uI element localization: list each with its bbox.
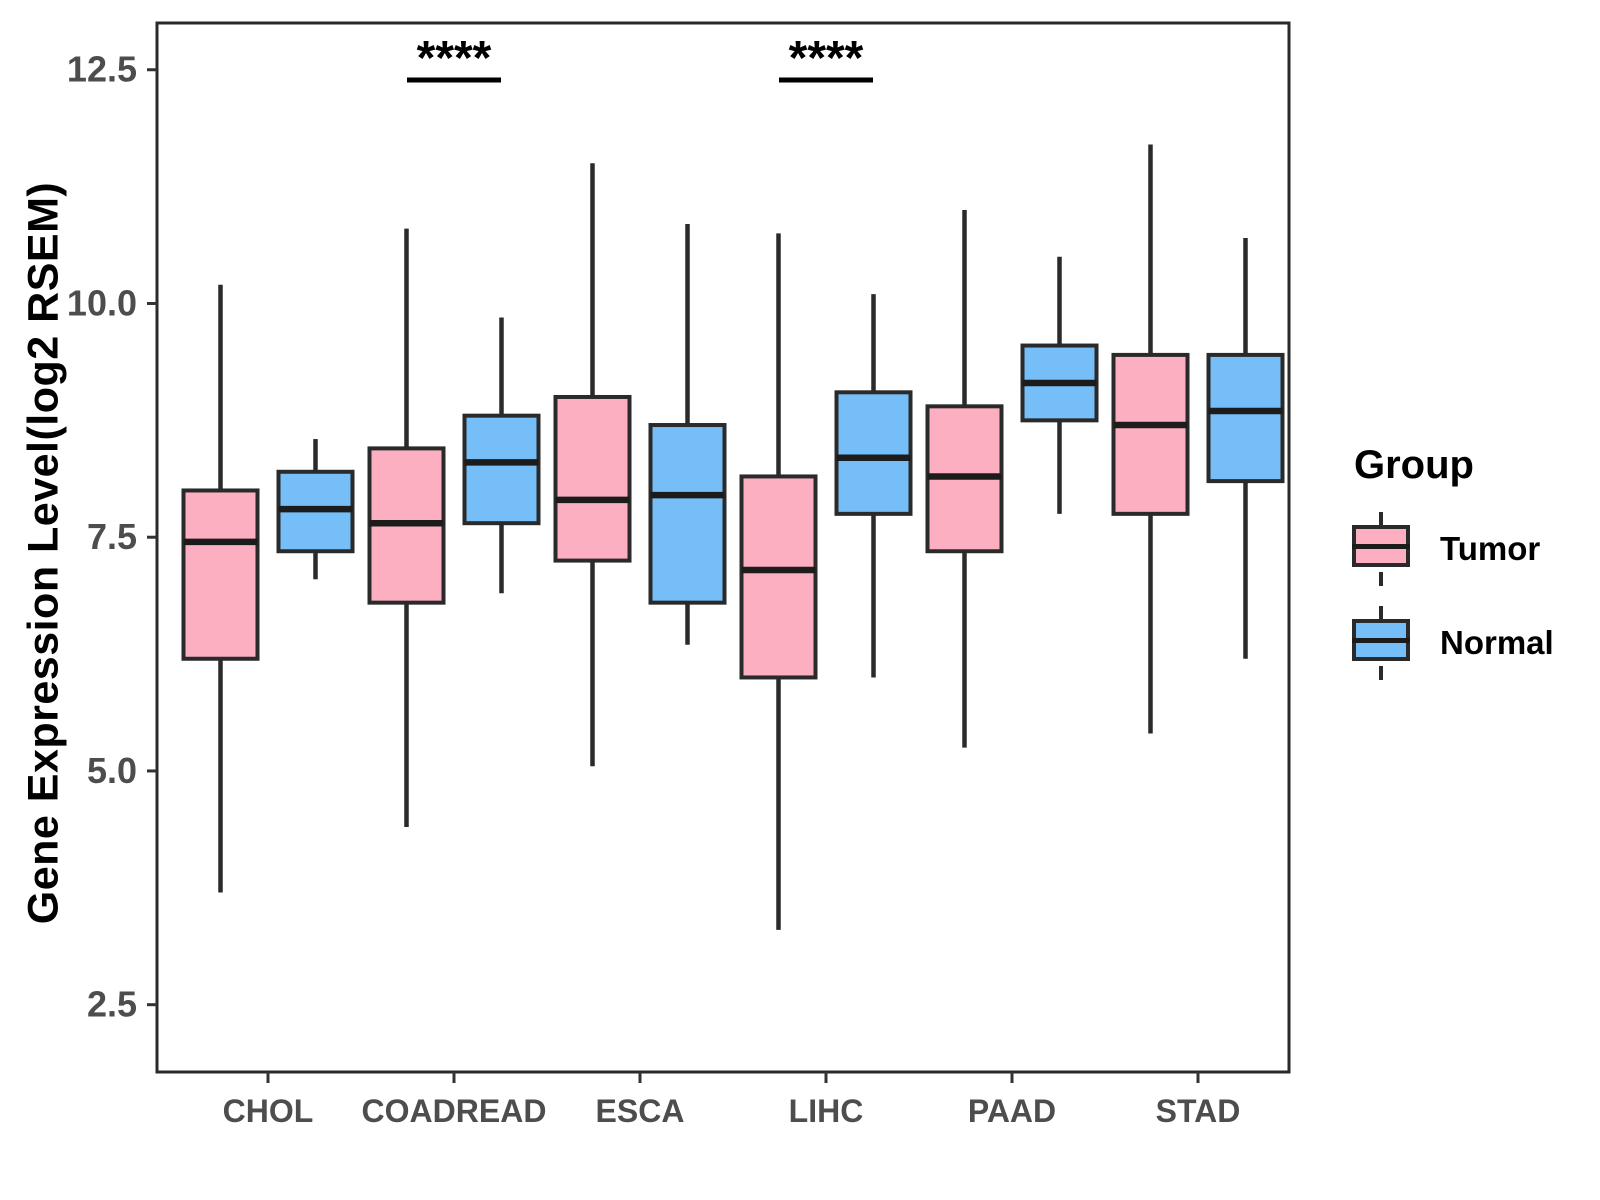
x-tick-label: CHOL	[223, 1093, 314, 1129]
box-tumor-ESCA	[553, 394, 632, 563]
box-tumor-LIHC	[739, 474, 818, 680]
normal-boxplot-key-icon	[1352, 606, 1410, 680]
y-tick-label: 2.5	[87, 984, 137, 1025]
x-tick-label: ESCA	[596, 1093, 685, 1129]
tumor-boxplot-key-icon	[1352, 512, 1410, 586]
legend-item-normal: Normal	[1352, 606, 1554, 680]
box-normal-ESCA	[648, 423, 727, 605]
box-normal-COADREAD	[462, 413, 541, 526]
legend: Group Tumor Normal	[1352, 443, 1554, 700]
legend-label-normal: Normal	[1440, 624, 1554, 661]
y-tick-label: 5.0	[87, 750, 137, 791]
box-normal-STAD	[1206, 352, 1285, 484]
panel-border	[155, 21, 1291, 1074]
box-tumor-STAD	[1111, 352, 1190, 516]
y-tick-label: 12.5	[67, 49, 137, 90]
legend-label-tumor: Tumor	[1440, 530, 1541, 567]
x-tick-label: PAAD	[968, 1093, 1056, 1129]
box-tumor-CHOL	[181, 488, 260, 661]
x-tick-label: COADREAD	[362, 1093, 547, 1129]
legend-title: Group	[1354, 443, 1474, 487]
y-tick-label: 10.0	[67, 282, 137, 323]
x-tick-label: LIHC	[789, 1093, 864, 1129]
y-tick-label: 7.5	[87, 516, 137, 557]
x-tick-label: STAD	[1156, 1093, 1241, 1129]
legend-item-tumor: Tumor	[1352, 512, 1554, 586]
significance-stars-COADREAD: ****	[417, 32, 492, 85]
y-axis-title: Gene Expression Level(log2 RSEM)	[19, 181, 68, 925]
significance-stars-LIHC: ****	[789, 32, 864, 85]
box-normal-LIHC	[834, 390, 913, 516]
